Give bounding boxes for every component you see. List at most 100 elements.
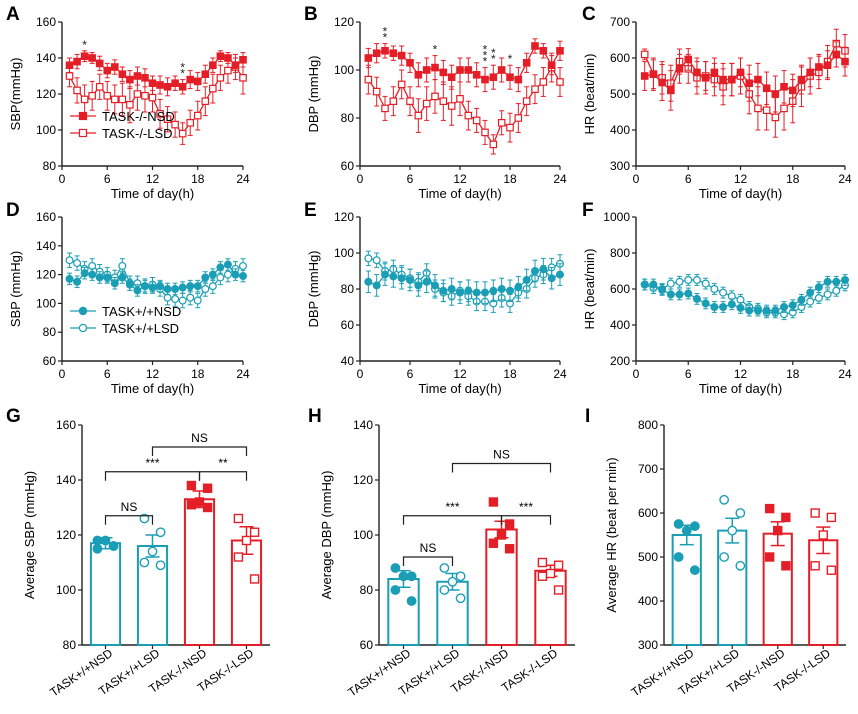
data-point [826,565,837,575]
y-tick-label: 200 [610,354,630,368]
data-point [186,75,195,84]
data-point [472,70,481,79]
data-point [202,483,213,493]
data-point [514,75,523,84]
data-point [455,593,466,604]
data-point [381,46,389,55]
data-point [719,494,730,505]
data-point [92,543,103,554]
data-point [692,294,701,303]
x-axis-label: Time of day(h) [699,186,782,201]
data-point [810,508,820,518]
data-point [406,596,417,606]
data-point [684,289,693,298]
y-tick-label: 100 [334,63,354,77]
significance-star: * [483,55,488,69]
data-point [80,52,89,61]
data-point [701,279,710,288]
x-axis-label: Time of day(h) [418,381,501,396]
data-point [178,283,187,292]
significance-star: * [180,61,185,75]
significance-bracket [104,471,201,481]
x-tick-label: 0 [357,367,364,381]
data-point [163,82,172,91]
data-point [65,72,74,80]
y-axis-label: DBP (mmHg) [306,250,321,327]
data-point [745,79,754,88]
data-point [186,480,197,491]
data-point [736,303,745,312]
x-axis-label: Time of day(h) [111,186,194,201]
x-tick-label: 6 [104,367,111,381]
data-point [65,274,74,283]
data-point [701,299,710,308]
legend-label: TASK-/-NSD [102,109,175,124]
y-axis-label: HR (beat/min) [582,249,597,330]
x-tick-label: 18 [191,367,205,381]
data-point [133,90,142,98]
y-tick-label: 1000 [603,210,630,224]
data-point [481,75,489,84]
data-point [675,64,684,73]
panel-letter: D [6,200,20,221]
data-point [556,78,564,86]
data-point [156,81,164,89]
data-point [73,86,81,95]
data-point [681,525,692,536]
panel-B: B 60 80 100 120 DBP (mmHg) 0 6 12 18 24 Time of day… [304,4,567,201]
x-tick-label: 24 [553,367,567,381]
data-point [447,285,456,294]
data-point [178,296,187,305]
data-point [389,49,398,58]
x-tick-label: 12 [453,172,467,186]
data-point [667,86,675,95]
data-point [522,276,531,285]
data-point [832,286,841,295]
data-point [439,563,450,573]
bar [183,498,216,646]
significance-star: * [483,49,488,63]
data-point [497,66,506,74]
y-tick-label: 100 [36,296,56,310]
x-tick-label: 12 [453,367,467,381]
x-tick-label: 18 [191,172,205,186]
data-point [186,293,195,302]
data-point [193,296,202,305]
data-point [735,508,746,518]
data-point [141,91,149,100]
legend-marker [78,111,88,121]
data-point [488,497,499,507]
data-point [701,73,710,82]
legend-label: TASK+/+NSD [102,304,181,319]
data-point [397,80,406,89]
data-point [556,46,564,55]
data-point [826,512,837,523]
data-point [397,274,406,283]
y-tick-label: 140 [36,51,56,65]
data-point [95,82,104,91]
panel-D: D 60 80 100 120 140 160 SBP (mmHg) 0 6 12 18 24 Time … [6,200,250,396]
series-line [368,257,561,305]
y-tick-label: 300 [638,638,658,652]
data-point [447,73,456,82]
data-point [530,267,539,276]
significance-star: * [433,43,438,57]
data-point [693,68,701,77]
data-point [201,285,210,294]
data-point [771,306,780,315]
data-point [73,259,82,268]
data-point [497,118,506,127]
data-point [464,286,473,295]
data-point [140,282,149,291]
data-point [201,70,210,79]
data-point [719,288,728,297]
data-point [431,63,439,72]
x-tick-label: 18 [786,367,800,381]
data-point [422,277,431,286]
data-point [80,269,89,278]
significance-bracket [104,515,154,525]
data-point [397,51,406,60]
y-tick-label: 100 [353,528,373,542]
y-tick-label: 140 [36,239,56,253]
